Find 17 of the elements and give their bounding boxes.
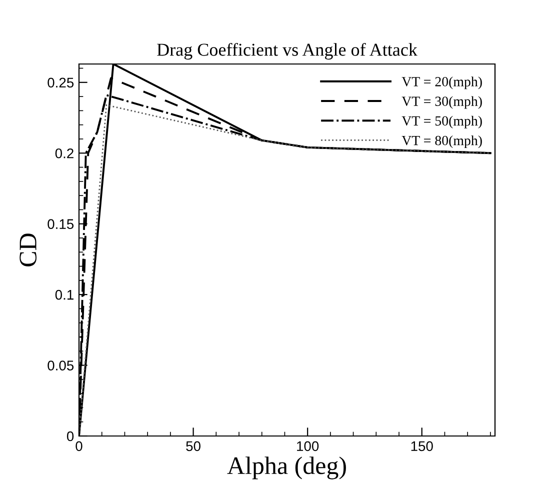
x-tick-label: 100 bbox=[297, 441, 319, 452]
legend-label: VT = 50(mph) bbox=[402, 116, 482, 128]
y-tick-label: 0.05 bbox=[48, 360, 74, 370]
x-tick-label: 50 bbox=[186, 441, 200, 452]
chart-title: Drag Coefficient vs Angle of Attack bbox=[157, 42, 418, 60]
x-tick-label: 150 bbox=[411, 441, 433, 452]
legend-label: VT = 80(mph) bbox=[402, 135, 482, 148]
legend-label: VT = 20(mph) bbox=[402, 76, 482, 90]
x-tick-label: 0 bbox=[76, 441, 82, 452]
y-tick-label: 0.15 bbox=[48, 219, 74, 229]
x-axis-title: Alpha (deg) bbox=[227, 456, 346, 480]
y-tick-label: 0.25 bbox=[48, 78, 74, 88]
y-tick-label: 0.2 bbox=[55, 148, 74, 158]
y-axis-title: CD bbox=[20, 234, 36, 266]
legend-label: VT = 30(mph) bbox=[402, 96, 482, 109]
y-tick-label: 0.1 bbox=[55, 290, 74, 300]
y-tick-label: 0 bbox=[66, 431, 74, 442]
